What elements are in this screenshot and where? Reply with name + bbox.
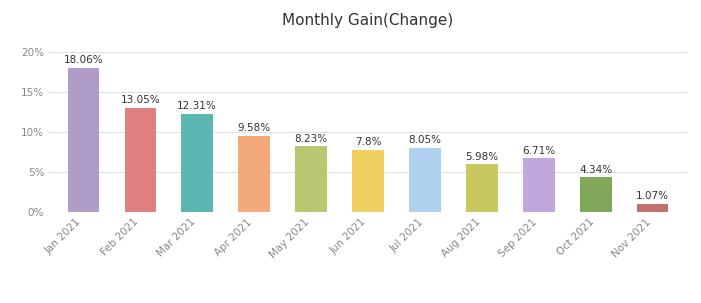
Text: 4.34%: 4.34% <box>579 165 613 175</box>
Bar <box>580 178 611 212</box>
Text: 8.23%: 8.23% <box>294 134 327 144</box>
Text: 9.58%: 9.58% <box>238 123 271 133</box>
Text: 13.05%: 13.05% <box>121 95 160 105</box>
Bar <box>238 135 270 212</box>
Title: Monthly Gain(Change): Monthly Gain(Change) <box>283 13 454 28</box>
Bar <box>182 114 213 212</box>
Bar <box>466 164 498 212</box>
Bar <box>637 204 669 212</box>
Text: 18.06%: 18.06% <box>63 55 103 65</box>
Text: 7.8%: 7.8% <box>355 137 381 147</box>
Bar <box>523 158 554 212</box>
Bar <box>67 68 99 212</box>
Text: 6.71%: 6.71% <box>522 146 555 156</box>
Bar <box>295 146 327 212</box>
Bar <box>353 150 383 212</box>
Text: 12.31%: 12.31% <box>177 102 217 112</box>
Bar <box>125 108 156 212</box>
Text: 5.98%: 5.98% <box>465 152 498 162</box>
Bar <box>409 148 441 212</box>
Text: 8.05%: 8.05% <box>409 135 442 145</box>
Text: 1.07%: 1.07% <box>637 191 669 201</box>
